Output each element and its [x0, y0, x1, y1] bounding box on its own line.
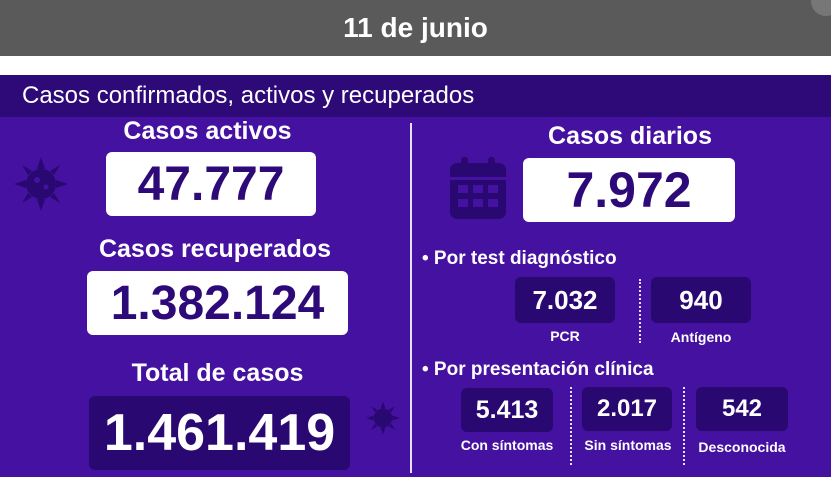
- section-header: Casos confirmados, activos y recuperados: [0, 75, 831, 117]
- diarios-value: 7.972: [523, 158, 735, 222]
- desconocida-label: Desconocida: [698, 439, 786, 455]
- antigeno-label: Antígeno: [670, 329, 732, 345]
- clinica-divider-1: [570, 387, 572, 465]
- total-value: 1.461.419: [89, 396, 350, 470]
- virus-icon-small: [366, 401, 400, 435]
- pcr-label: PCR: [550, 328, 580, 344]
- con-sintomas-value: 5.413: [461, 388, 553, 432]
- desconocida-value: 542: [696, 387, 788, 431]
- section-title: Casos confirmados, activos y recuperados: [22, 82, 475, 109]
- activos-label: Casos activos: [123, 117, 292, 145]
- clinica-divider-2: [683, 387, 685, 465]
- diarios-label: Casos diarios: [548, 122, 712, 150]
- corner-decoration: [811, 0, 831, 16]
- stats-panel: Casos confirmados, activos y recuperados…: [0, 75, 831, 477]
- virus-icon: [14, 157, 68, 211]
- date-title: 11 de junio: [343, 12, 488, 43]
- sin-sintomas-value: 2.017: [582, 387, 672, 431]
- con-sintomas-label: Con síntomas: [460, 437, 554, 453]
- total-label: Total de casos: [131, 359, 304, 387]
- column-divider: [410, 123, 412, 473]
- pcr-value: 7.032: [515, 277, 615, 323]
- sin-sintomas-label: Sin síntomas: [584, 437, 672, 453]
- clinica-label: • Por presentación clínica: [422, 359, 654, 380]
- test-label: • Por test diagnóstico: [422, 248, 617, 269]
- recuperados-label: Casos recuperados: [98, 235, 332, 263]
- recuperados-value: 1.382.124: [87, 271, 348, 335]
- test-divider: [639, 279, 641, 343]
- activos-value: 47.777: [106, 152, 316, 216]
- antigeno-value: 940: [651, 277, 751, 323]
- calendar-icon: [450, 157, 506, 219]
- date-bar: 11 de junio: [0, 0, 831, 56]
